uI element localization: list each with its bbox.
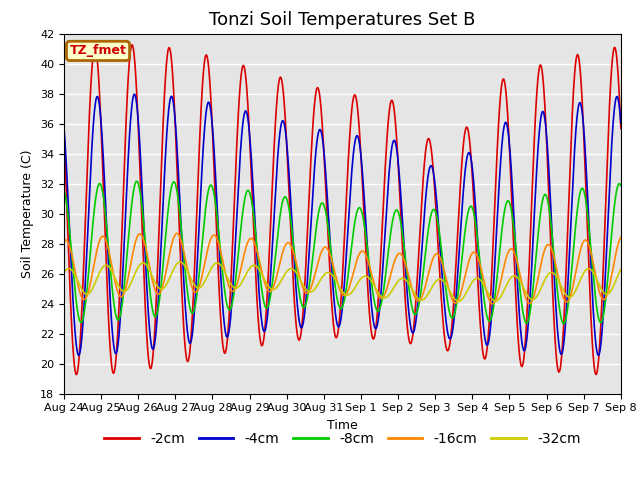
-32cm [454, 299, 462, 304]
-32cm [617, 267, 625, 273]
-4cm [216, 250, 223, 256]
Line: -32cm: -32cm [64, 262, 621, 301]
-4cm [595, 352, 602, 358]
-16cm [216, 244, 223, 250]
-8cm [371, 301, 379, 307]
Line: -4cm: -4cm [64, 94, 621, 355]
-8cm [504, 198, 512, 204]
-4cm [359, 173, 367, 179]
-32cm [584, 266, 591, 272]
Title: Tonzi Soil Temperatures Set B: Tonzi Soil Temperatures Set B [209, 11, 476, 29]
-16cm [568, 287, 576, 293]
-8cm [560, 321, 568, 326]
-2cm [505, 129, 513, 134]
X-axis label: Time: Time [327, 419, 358, 432]
-2cm [60, 131, 68, 136]
-2cm [617, 126, 625, 132]
Y-axis label: Soil Temperature (C): Soil Temperature (C) [22, 149, 35, 278]
-32cm [371, 284, 379, 289]
-32cm [60, 270, 68, 276]
-8cm [60, 188, 68, 193]
-4cm [617, 120, 625, 126]
-4cm [568, 200, 575, 206]
-16cm [584, 239, 591, 245]
-2cm [72, 372, 80, 377]
-2cm [584, 231, 591, 237]
-16cm [60, 239, 68, 244]
-32cm [176, 259, 184, 265]
-8cm [133, 179, 141, 184]
-2cm [128, 42, 136, 48]
-32cm [359, 274, 367, 280]
-4cm [60, 125, 68, 131]
-8cm [584, 211, 591, 217]
-4cm [504, 131, 512, 136]
-16cm [173, 230, 180, 236]
-2cm [371, 331, 379, 337]
-8cm [617, 183, 625, 189]
-32cm [216, 261, 223, 267]
Line: -8cm: -8cm [64, 181, 621, 324]
-8cm [359, 213, 367, 218]
Text: TZ_fmet: TZ_fmet [70, 44, 127, 58]
-8cm [216, 238, 223, 244]
-16cm [505, 249, 513, 254]
Legend: -2cm, -4cm, -8cm, -16cm, -32cm: -2cm, -4cm, -8cm, -16cm, -32cm [99, 426, 586, 452]
Line: -16cm: -16cm [64, 233, 621, 304]
-2cm [359, 191, 367, 196]
-32cm [568, 293, 576, 299]
-32cm [505, 278, 513, 284]
-4cm [371, 324, 379, 330]
-16cm [617, 235, 625, 240]
-4cm [131, 91, 138, 97]
Line: -2cm: -2cm [64, 45, 621, 374]
-16cm [488, 301, 496, 307]
-2cm [568, 116, 576, 121]
-4cm [584, 187, 591, 192]
-16cm [371, 283, 379, 289]
-2cm [216, 300, 223, 306]
-8cm [568, 263, 576, 268]
-16cm [359, 248, 367, 254]
